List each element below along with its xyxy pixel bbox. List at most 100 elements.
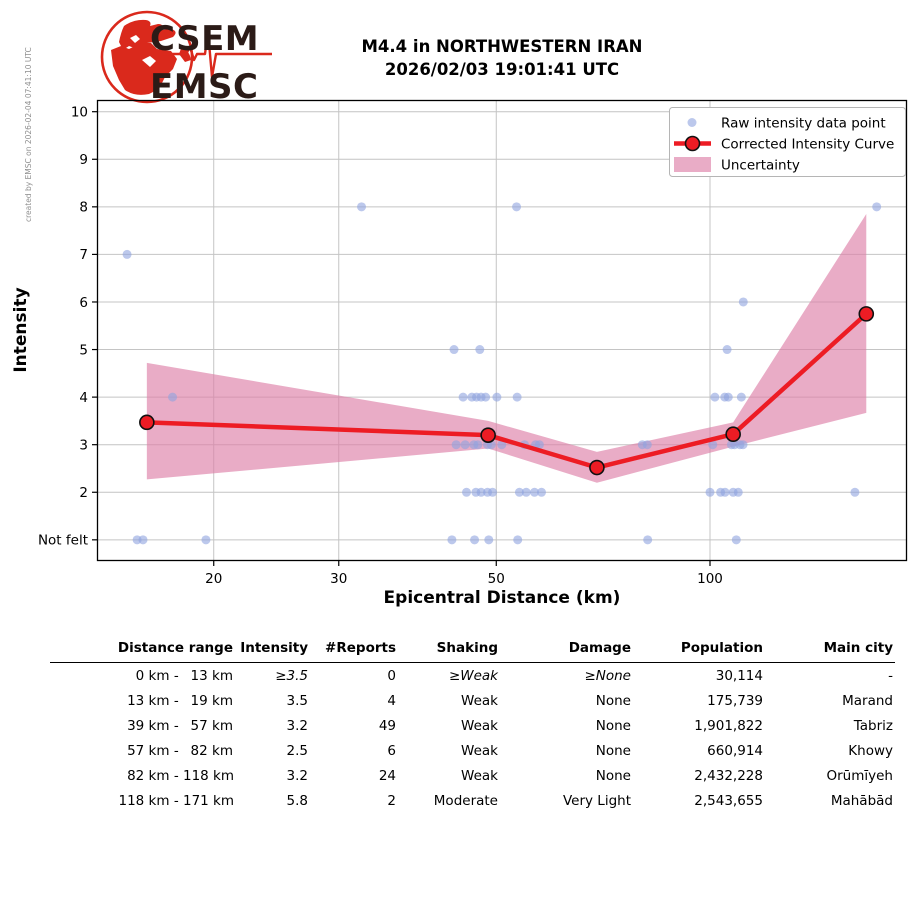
cell-population: 1,901,822 xyxy=(694,717,763,734)
legend-band-swatch xyxy=(674,157,711,172)
table-header-cell: Shaking xyxy=(398,637,500,663)
legend-label: Raw intensity data point xyxy=(721,115,886,131)
raw-intensity-point xyxy=(476,487,486,497)
cell-population: 30,114 xyxy=(715,667,763,684)
raw-intensity-point xyxy=(481,392,491,402)
legend-curve-marker xyxy=(684,135,701,152)
cell-intensity: 2.5 xyxy=(286,742,308,759)
raw-intensity-point xyxy=(462,487,472,497)
table-header-cell: Intensity xyxy=(235,637,310,663)
raw-intensity-point xyxy=(521,487,531,497)
raw-intensity-point xyxy=(514,487,524,497)
raw-intensity-point xyxy=(492,392,502,402)
plot-border xyxy=(96,99,908,562)
cell-intensity: 5.8 xyxy=(286,792,308,809)
raw-intensity-point xyxy=(643,535,653,545)
chart-legend: Raw intensity data point Corrected Intens… xyxy=(669,107,906,177)
emsc-logo: CSEM EMSC xyxy=(86,8,276,108)
uncertainty-band xyxy=(146,213,867,483)
legend-label: Uncertainty xyxy=(721,157,800,173)
x-tick-label: 20 xyxy=(205,571,222,587)
table-row: 13 km - 19 km 3.5 4 Weak None 175,739 Marand xyxy=(50,688,895,713)
chart-gridlines xyxy=(97,100,907,561)
cell-main-city: Tabriz xyxy=(853,717,893,734)
cell-shaking: Weak xyxy=(461,742,498,759)
y-tick-label: 10 xyxy=(71,105,88,121)
table-header-cell: Distance range xyxy=(50,637,235,663)
cell-damage: None xyxy=(595,742,631,759)
raw-intensity-point xyxy=(534,440,544,450)
cell-damage: None xyxy=(595,717,631,734)
table-row: 118 km - 171 km 5.8 2 Moderate Very Light 2,5… xyxy=(50,788,895,813)
corrected-intensity-curve xyxy=(139,306,875,476)
cell-shaking: Moderate xyxy=(433,792,498,809)
axis-ticks: 10 9 8 7 6 5 4 3 2 Not felt 20 30 50 100 xyxy=(38,105,723,588)
raw-intensity-point xyxy=(497,440,507,450)
raw-intensity-point xyxy=(738,440,748,450)
cell-population: 2,432,228 xyxy=(694,767,763,784)
globe-icon xyxy=(100,10,194,104)
raw-intensity-point xyxy=(710,392,720,402)
cell-distance-range: 0 km - 13 km xyxy=(135,667,233,684)
raw-intensity-point xyxy=(705,487,715,497)
raw-intensity-point xyxy=(529,487,539,497)
raw-intensity-point xyxy=(449,345,459,355)
table-row: 82 km - 118 km 3.2 24 Weak None 2,432,228 Orūm… xyxy=(50,763,895,788)
raw-intensity-point xyxy=(720,487,730,497)
raw-intensity-point xyxy=(731,535,741,545)
x-tick-label: 100 xyxy=(697,571,723,587)
title-datetime: 2026/02/03 19:01:41 UTC xyxy=(384,60,620,79)
curve-marker xyxy=(589,459,605,476)
raw-intensity-point xyxy=(736,392,746,402)
cell-reports: 6 xyxy=(387,742,396,759)
raw-intensity-point xyxy=(357,202,367,212)
cell-damage: None xyxy=(595,692,631,709)
cell-damage: ≥None xyxy=(584,667,631,684)
y-tick-label: 2 xyxy=(79,485,88,501)
table-header-cell: #Reports xyxy=(310,637,398,663)
raw-intensity-point xyxy=(708,440,718,450)
raw-intensity-point xyxy=(733,487,743,497)
raw-intensity-point xyxy=(488,487,498,497)
y-tick-label: 4 xyxy=(79,390,88,406)
raw-intensity-point xyxy=(201,535,211,545)
raw-intensity-points xyxy=(122,202,882,545)
emsc-logo-graphic: CSEM EMSC xyxy=(100,10,272,107)
raw-intensity-point xyxy=(122,249,132,259)
y-tick-label: 6 xyxy=(79,295,88,311)
curve-marker xyxy=(858,306,875,322)
raw-intensity-point xyxy=(512,392,522,402)
y-tick-label: 9 xyxy=(79,152,88,168)
title-event: M4.4 in NORTHWESTERN IRAN xyxy=(361,37,643,56)
raw-intensity-point xyxy=(512,202,522,212)
raw-intensity-point xyxy=(460,440,470,450)
cell-intensity: 3.2 xyxy=(286,767,308,784)
cell-distance-range: 39 km - 57 km xyxy=(127,717,233,734)
cell-main-city: Mahābād xyxy=(830,792,893,809)
table-row: 0 km - 13 km ≥3.5 0 ≥Weak ≥None 30,114 - xyxy=(50,663,895,689)
logo-text-csem: CSEM xyxy=(150,19,259,59)
raw-intensity-point xyxy=(722,345,732,355)
cell-reports: 49 xyxy=(378,717,396,734)
cell-intensity: 3.2 xyxy=(286,717,308,734)
raw-intensity-point xyxy=(475,345,485,355)
legend-box xyxy=(669,107,906,177)
raw-intensity-point xyxy=(458,392,468,402)
y-tick-label: 7 xyxy=(79,247,88,263)
cell-shaking: Weak xyxy=(461,692,498,709)
cell-reports: 24 xyxy=(378,767,396,784)
y-tick-label: 8 xyxy=(79,200,88,216)
cell-population: 175,739 xyxy=(707,692,763,709)
table-header-cell: Damage xyxy=(500,637,633,663)
cell-shaking: Weak xyxy=(461,717,498,734)
uncertainty-polygon xyxy=(146,213,867,483)
raw-intensity-point xyxy=(138,535,148,545)
raw-intensity-point xyxy=(473,440,483,450)
x-tick-label: 30 xyxy=(330,571,347,587)
intensity-summary-table: Distance range Intensity #Reports Shaking Da… xyxy=(50,637,895,813)
curve-marker xyxy=(480,427,496,443)
cell-distance-range: 57 km - 82 km xyxy=(127,742,233,759)
cell-damage: None xyxy=(595,767,631,784)
curve-marker xyxy=(139,414,155,431)
